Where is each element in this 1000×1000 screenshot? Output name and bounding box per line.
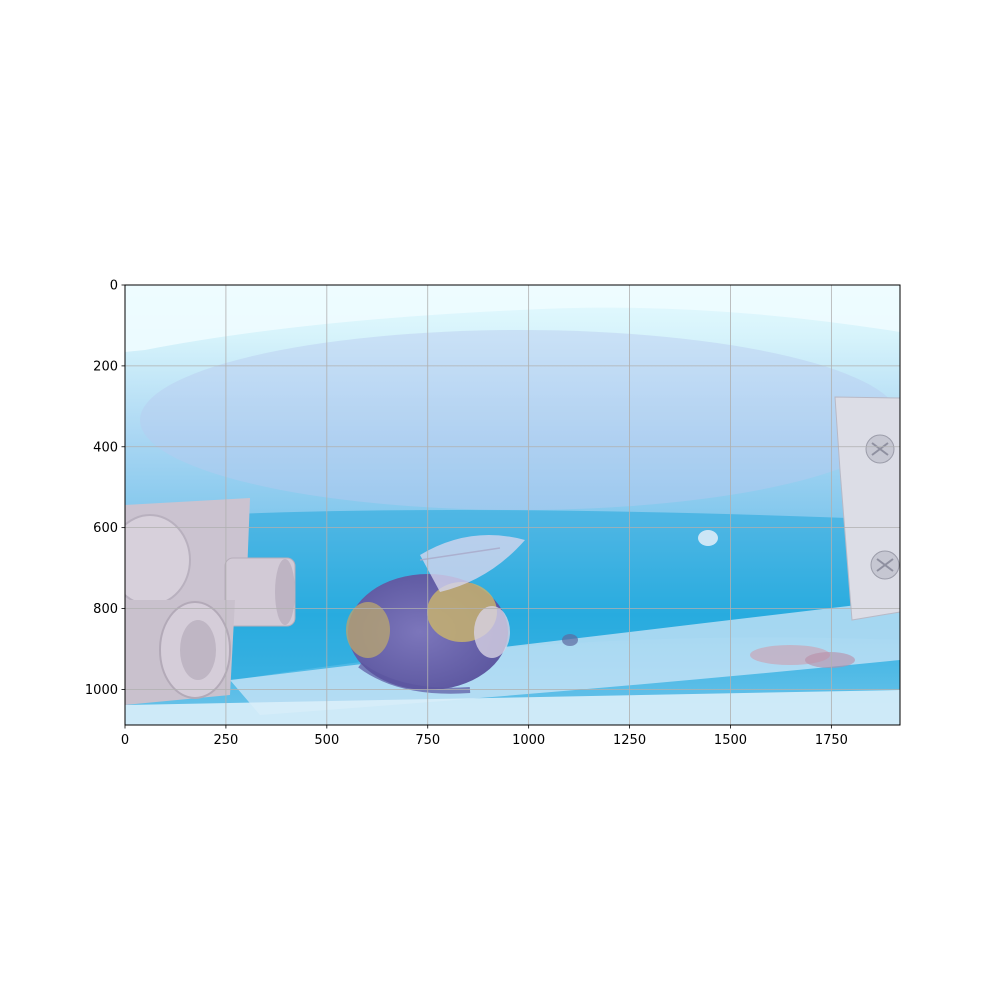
cardboard-tubes [125, 498, 296, 705]
metal-bracket [834, 396, 900, 621]
x-tick-label: 0 [121, 733, 129, 748]
photo [125, 285, 900, 725]
x-tick-label: 1250 [613, 733, 646, 748]
y-tick-label: 400 [93, 440, 118, 455]
axis-ticks: 0 250 500 750 1000 1250 1500 1750 0 200 400 600 800 1… [85, 279, 848, 749]
x-tick-label: 1750 [815, 733, 848, 748]
grid [124, 284, 900, 725]
x-tick-label: 500 [314, 733, 339, 748]
x-tick-label: 1000 [512, 733, 545, 748]
y-tick-label: 0 [110, 279, 118, 294]
y-tick-label: 200 [93, 359, 118, 374]
y-tick-label: 800 [93, 602, 118, 617]
y-tick-label: 1000 [85, 683, 118, 698]
x-tick-label: 250 [213, 733, 238, 748]
x-tick-label: 1500 [714, 733, 747, 748]
x-tick-label: 750 [415, 733, 440, 748]
y-tick-label: 600 [93, 521, 118, 536]
axes-frame [124, 284, 901, 726]
